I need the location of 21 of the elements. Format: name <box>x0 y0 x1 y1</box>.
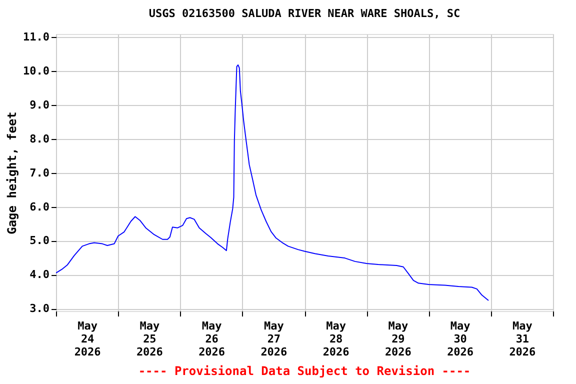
y-tick-label: 8.0 <box>30 132 50 146</box>
y-axis-title: Gage height, feet <box>5 112 20 234</box>
y-tick-label: 7.0 <box>30 166 50 180</box>
y-tick-label: 4.0 <box>30 268 50 282</box>
y-tick-label: 6.0 <box>30 200 50 214</box>
text: ---- Provisional Data Subject to Revision ---- <box>138 364 471 378</box>
y-tick-label: 3.0 <box>30 302 50 316</box>
line-series <box>56 64 489 301</box>
x-tick-label: May 27 2026 <box>260 320 288 358</box>
x-tick-label: May 29 2026 <box>384 320 412 358</box>
chart-title: USGS 02163500 SALUDA RIVER NEAR WARE SHOALS, SC <box>148 7 460 20</box>
x-tick-label: May 25 2026 <box>136 320 164 358</box>
y-tick-label: 11.0 <box>23 30 50 44</box>
x-tick-label: May 26 2026 <box>198 320 226 358</box>
x-tick-label: May 28 2026 <box>322 320 350 358</box>
y-tick-label: 10.0 <box>23 64 50 78</box>
y-tick-label: 9.0 <box>30 98 50 112</box>
x-tick-label: May 31 2026 <box>509 320 536 358</box>
y-tick-label: 5.0 <box>30 234 50 248</box>
x-tick-label: May 30 2026 <box>447 320 474 358</box>
x-tick-label: May 24 2026 <box>74 320 102 358</box>
